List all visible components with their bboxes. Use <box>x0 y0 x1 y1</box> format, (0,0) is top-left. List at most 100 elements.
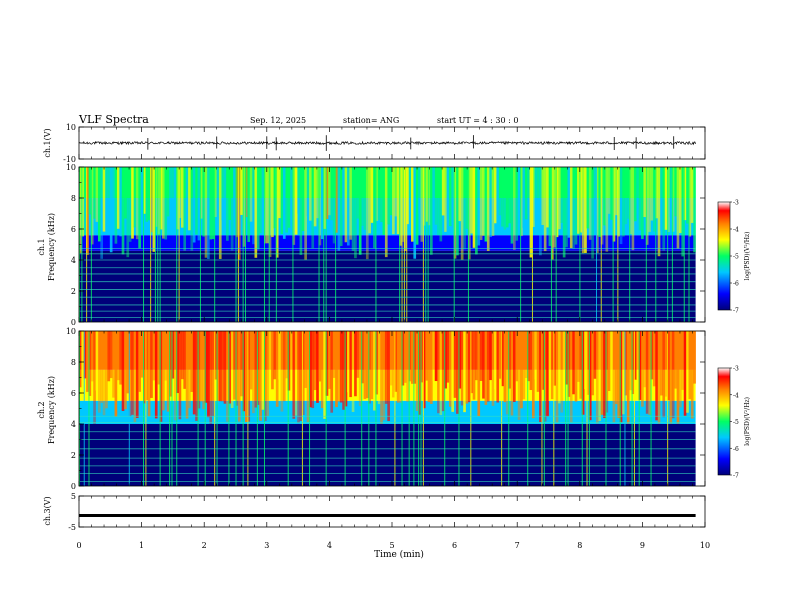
spectrum-column <box>619 167 623 245</box>
spectrum-column <box>344 331 348 407</box>
spectrum-column <box>591 331 594 396</box>
spectrum-column <box>178 167 182 218</box>
spectrum-column <box>418 331 421 415</box>
spectrum-column <box>626 167 630 219</box>
spectrum-column <box>463 167 466 250</box>
spectrum-column <box>147 167 151 221</box>
spectrum-column <box>157 331 160 385</box>
spectrum-column <box>176 331 179 394</box>
spectrum-column <box>389 167 393 216</box>
spectrum-column <box>252 331 255 414</box>
spectrum-column <box>645 167 649 245</box>
spectrum-column <box>669 167 673 218</box>
spectrum-column <box>515 167 519 241</box>
sferic-streak <box>470 331 472 486</box>
sferic-streak <box>292 167 294 322</box>
spectrum-column <box>216 167 220 223</box>
sferic-streak <box>325 331 327 486</box>
figure-title: VLF Spectra <box>78 113 149 126</box>
spectrum-column <box>351 331 355 412</box>
spectrum-column <box>309 331 312 408</box>
sferic-streak <box>88 331 90 486</box>
spectrum-column <box>550 331 554 400</box>
spectrum-column <box>309 167 312 221</box>
spectrum-column <box>489 167 492 238</box>
sferic-streak <box>235 167 237 322</box>
x-tick-label: 10 <box>700 541 710 550</box>
sferic-streak <box>318 167 320 322</box>
spectrum-column <box>581 331 585 415</box>
spectrum-column <box>484 167 488 242</box>
spectrum-column <box>121 331 125 411</box>
x-tick-label: 1 <box>139 541 144 550</box>
spectrum-column <box>486 331 490 402</box>
spectrum-column <box>228 331 232 404</box>
spectrum-column <box>275 167 279 258</box>
spectrum-column <box>406 331 409 402</box>
spectrum-column <box>290 167 293 227</box>
spectrum-column <box>176 167 179 230</box>
date-label: Sep. 12, 2025 <box>250 116 306 125</box>
spectrum-column <box>323 331 326 419</box>
sferic-streak <box>228 331 230 486</box>
spectrum-column <box>543 331 547 422</box>
spectrum-column <box>259 167 262 234</box>
spectrum-column <box>458 331 462 389</box>
spectrum-column <box>617 331 621 418</box>
spectrum-column <box>641 331 644 407</box>
spectrum-column <box>522 167 526 228</box>
spectrum-column <box>285 167 288 233</box>
sferic-streak <box>586 331 588 486</box>
sferic-streak <box>214 331 216 486</box>
spectrum-column <box>259 331 262 421</box>
spectrum-column <box>97 167 101 242</box>
spectrum-column <box>261 331 265 410</box>
ch1-colorbar: -3 -4 -5 -6 -7 log(PSD)(V²/Hz) <box>717 200 751 315</box>
spectrum-column <box>252 167 255 245</box>
spectrum-column <box>567 167 571 238</box>
spectrum-column <box>247 331 251 422</box>
ch3-waveform-panel: 5 -5 <box>68 492 706 532</box>
spectrum-column <box>631 331 635 395</box>
spectrum-column <box>335 167 338 233</box>
spectrum-column <box>676 167 680 249</box>
spectrum-column <box>240 167 243 215</box>
spectrum-column <box>588 331 592 421</box>
spectrum-column <box>394 167 398 217</box>
spectrum-column <box>240 331 243 397</box>
spectrum-column <box>577 331 580 382</box>
spectrum-column <box>380 331 383 424</box>
colorbar-label: log(PSD)(V²/Hz) <box>744 397 751 446</box>
spectrum-column <box>105 167 108 231</box>
spectrum-column <box>230 331 234 408</box>
spectrum-column <box>292 167 296 245</box>
spectrum-column <box>273 167 277 229</box>
spectrum-column <box>131 331 134 415</box>
y-tick-label: 6 <box>71 389 76 398</box>
spectrum-column <box>128 167 132 242</box>
spectrum-column <box>133 331 137 422</box>
spectrum-column <box>408 331 412 382</box>
y-tick-label: -5 <box>68 523 76 532</box>
spectrum-column <box>311 331 315 409</box>
spectrum-column <box>154 331 158 419</box>
ch1-spec-ylabel-1: ch.1 <box>37 238 46 255</box>
spectrum-column <box>328 167 331 216</box>
spectrum-column <box>81 167 85 237</box>
spectrum-column <box>199 167 203 219</box>
spectrum-column <box>389 331 393 386</box>
spectrum-column <box>171 331 175 379</box>
spectrum-column <box>235 331 239 406</box>
sferic-streak <box>401 167 403 322</box>
sferic-streak <box>169 331 171 486</box>
spectrum-column <box>195 167 198 235</box>
spectrum-column <box>394 331 398 392</box>
spectrum-column <box>150 331 153 398</box>
sferic-streak <box>579 167 581 322</box>
spectrum-column <box>605 167 609 252</box>
spectrum-column <box>114 331 118 417</box>
spectrum-column <box>124 167 127 219</box>
spectrum-column <box>555 331 559 424</box>
spectrum-column <box>415 167 419 245</box>
ch2-spectrogram-panel: 0 2 4 6 8 10 <box>66 327 706 491</box>
